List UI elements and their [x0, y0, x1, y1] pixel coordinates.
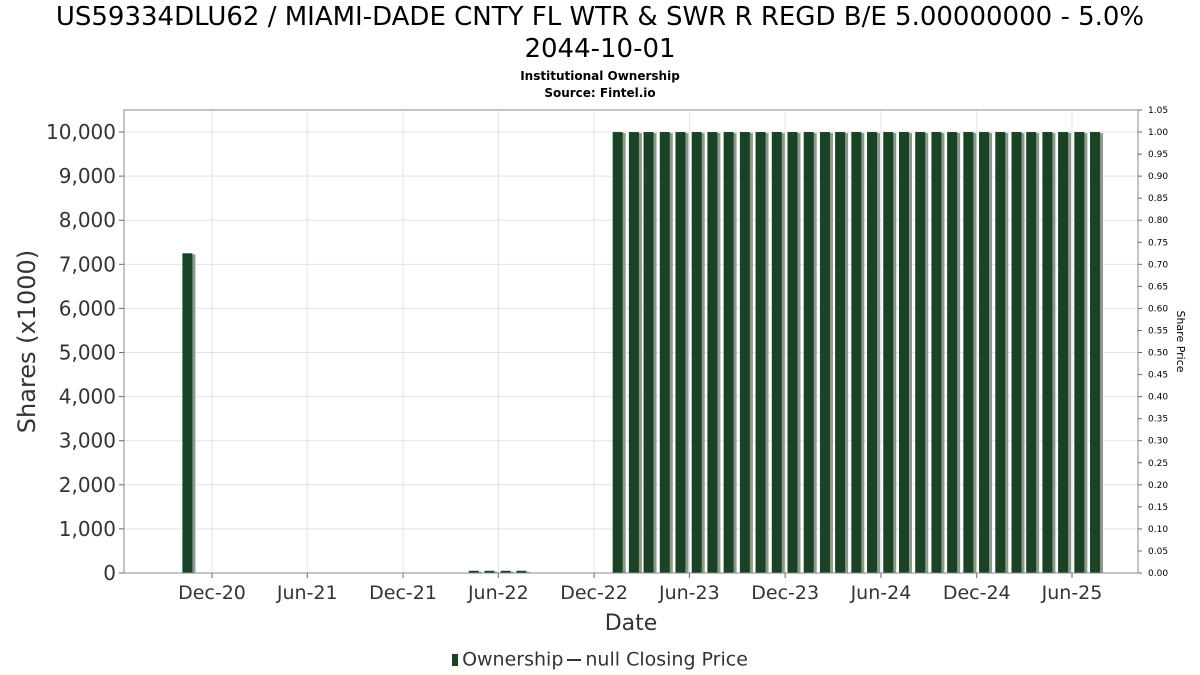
chart-title-line2: 2044-10-01	[524, 34, 676, 64]
ownership-bar	[787, 132, 798, 574]
ownership-bar	[484, 570, 495, 573]
x-axis-label: Date	[605, 611, 658, 636]
x-tick-label: Jun-25	[1041, 582, 1103, 604]
y2-tick-label: 0.00	[1148, 569, 1168, 579]
y-tick-label: 7,000	[59, 252, 116, 276]
x-tick-label: Jun-22	[467, 582, 529, 604]
ownership-bar	[963, 132, 974, 574]
y2-tick-label: 0.60	[1148, 304, 1168, 314]
y2-tick-label: 0.50	[1148, 349, 1168, 359]
chart-legend: Ownership null Closing Price	[0, 648, 1200, 671]
y2-tick-label: 0.65	[1148, 282, 1168, 292]
ownership-legend-swatch	[452, 653, 459, 666]
ownership-bar	[468, 570, 479, 573]
x-tick-label: Dec-23	[751, 582, 819, 604]
x-tick-label: Dec-24	[943, 582, 1011, 604]
y2-tick-label: 0.75	[1148, 238, 1168, 248]
ownership-bar	[1011, 132, 1022, 574]
ownership-bar	[707, 132, 718, 574]
y2-tick-label: 0.35	[1148, 415, 1168, 425]
y2-tick-label: 0.25	[1148, 459, 1168, 469]
x-tick-label: Jun-23	[658, 582, 720, 604]
ownership-bar	[628, 132, 639, 574]
x-tick-label: Dec-22	[560, 582, 628, 604]
ownership-bar	[835, 132, 846, 574]
y-tick-label: 4,000	[59, 385, 116, 409]
y-tick-label: 0	[103, 561, 116, 585]
ownership-bar	[898, 132, 909, 574]
y2-tick-label: 0.85	[1148, 194, 1168, 204]
plot-border	[123, 109, 1139, 574]
y-tick-label: 8,000	[59, 208, 116, 232]
y2-tick-label: 0.15	[1148, 503, 1168, 513]
y2-axis-label: Share Price	[1174, 310, 1187, 372]
y2-tick-label: 1.05	[1148, 106, 1168, 116]
ownership-bar	[1090, 132, 1101, 574]
ownership-bar	[867, 132, 878, 574]
ownership-bar	[803, 132, 814, 574]
ownership-bar	[1042, 132, 1053, 574]
x-tick-label: Jun-21	[276, 582, 338, 604]
price-legend-label[interactable]: null Closing Price	[585, 648, 748, 671]
ownership-bar	[931, 132, 942, 574]
chart-subtitle: Institutional Ownership	[520, 69, 680, 83]
ownership-bar	[643, 132, 654, 574]
y-axis-label: Shares (x1000)	[13, 250, 41, 433]
ownership-bar	[659, 132, 670, 574]
y2-tick-label: 0.20	[1148, 481, 1168, 491]
ownership-bar	[1026, 132, 1037, 574]
y2-tick-label: 0.45	[1148, 371, 1168, 381]
ownership-bar	[995, 132, 1006, 574]
ownership-bar	[979, 132, 990, 574]
ownership-bar	[675, 132, 686, 574]
y-tick-label: 10,000	[46, 120, 116, 144]
y2-tick-label: 1.00	[1148, 128, 1168, 138]
ownership-bar	[516, 570, 527, 573]
ownership-bar	[883, 132, 894, 574]
y-tick-label: 1,000	[59, 517, 116, 541]
y-tick-label: 5,000	[59, 341, 116, 365]
chart-title: US59334DLU62 / MIAMI-DADE CNTY FL WTR & …	[55, 2, 1145, 32]
y2-tick-label: 0.40	[1148, 393, 1168, 403]
y2-tick-label: 0.30	[1148, 437, 1168, 447]
ownership-bar	[755, 132, 766, 574]
ownership-bar	[851, 132, 862, 574]
x-tick-label: Dec-21	[369, 582, 437, 604]
y-tick-label: 2,000	[59, 473, 116, 497]
y2-tick-label: 0.80	[1148, 216, 1168, 226]
y2-tick-label: 0.55	[1148, 326, 1168, 336]
chart-source: Source: Fintel.io	[544, 86, 656, 100]
y2-tick-label: 0.90	[1148, 172, 1168, 182]
ownership-bar	[500, 570, 511, 573]
ownership-bar	[182, 253, 193, 574]
ownership-legend-label[interactable]: Ownership	[462, 648, 564, 671]
ownership-bar	[723, 132, 734, 574]
ownership-bar	[819, 132, 830, 574]
x-tick-label: Dec-20	[178, 582, 246, 604]
y-tick-label: 9,000	[59, 164, 116, 188]
y2-tick-label: 0.95	[1148, 150, 1168, 160]
ownership-bar	[915, 132, 926, 574]
ownership-bar	[1074, 132, 1085, 574]
y2-tick-label: 0.10	[1148, 525, 1168, 535]
y2-tick-label: 0.05	[1148, 547, 1168, 557]
x-tick-label: Jun-24	[850, 582, 912, 604]
y-tick-label: 3,000	[59, 429, 116, 453]
ownership-bar	[691, 132, 702, 574]
ownership-bar	[771, 132, 782, 574]
y2-tick-label: 0.70	[1148, 260, 1168, 270]
ownership-bar	[947, 132, 958, 574]
ownership-bar	[612, 132, 623, 574]
price-legend-line	[567, 658, 582, 661]
ownership-bar	[739, 132, 750, 574]
y-tick-label: 6,000	[59, 296, 116, 320]
ownership-bar	[1058, 132, 1069, 574]
